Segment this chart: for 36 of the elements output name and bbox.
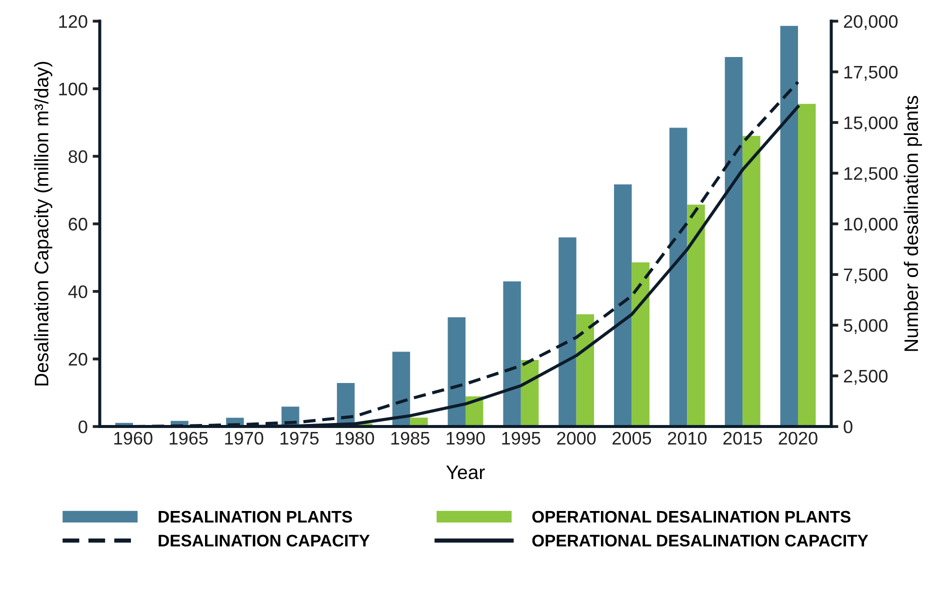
x-tick-label: 1990	[446, 432, 485, 445]
y2-tick-label: 0	[844, 420, 852, 434]
y-tick-label: 60	[68, 218, 88, 231]
x-tick-label: 1995	[502, 432, 540, 445]
x-axis-title: Year	[446, 466, 485, 480]
x-tick-label: 1975	[280, 432, 319, 445]
y-tick-label: 120	[59, 15, 88, 28]
x-tick-label: 2000	[557, 432, 596, 445]
x-tick-label: 2015	[723, 432, 762, 445]
x-tick-label: 2020	[778, 432, 818, 445]
x-tick-label: 1970	[225, 432, 264, 445]
y2-tick-label: 17,500	[844, 66, 898, 81]
x-tick-label: 2005	[612, 432, 652, 445]
y-tick-label: 100	[59, 82, 88, 96]
y2-tick-label: 2,500	[844, 370, 888, 385]
y2-tick-label: 20,000	[844, 15, 898, 30]
legend-label: DESALINATION PLANTS	[158, 510, 352, 523]
x-tick-label: 1965	[170, 432, 208, 445]
x-tick-label: 1985	[391, 432, 430, 445]
y2-tick-label: 7,500	[844, 268, 888, 284]
legend-label: OPERATIONAL DESALINATION CAPACITY	[532, 534, 868, 547]
legend-label: DESALINATION CAPACITY	[158, 534, 370, 547]
y2-axis-title: Number of desalination plants	[904, 96, 922, 351]
y2-tick-label: 15,000	[844, 116, 898, 132]
y2-tick-label: 5,000	[844, 319, 888, 334]
y2-tick-label: 10,000	[844, 218, 898, 233]
x-tick-label: 2010	[668, 432, 707, 445]
y-axis-title: Desalination Capacity (million m³/day)	[34, 62, 52, 386]
legend-label: OPERATIONAL DESALINATION PLANTS	[532, 510, 850, 523]
y-tick-label: 80	[68, 150, 88, 164]
y-tick-label: 20	[68, 352, 88, 366]
y2-tick-label: 12,500	[844, 167, 898, 182]
x-tick-label: 1960	[114, 432, 152, 445]
y-tick-label: 0	[78, 420, 88, 434]
y-tick-label: 40	[68, 285, 88, 298]
x-tick-label: 1980	[336, 432, 374, 445]
